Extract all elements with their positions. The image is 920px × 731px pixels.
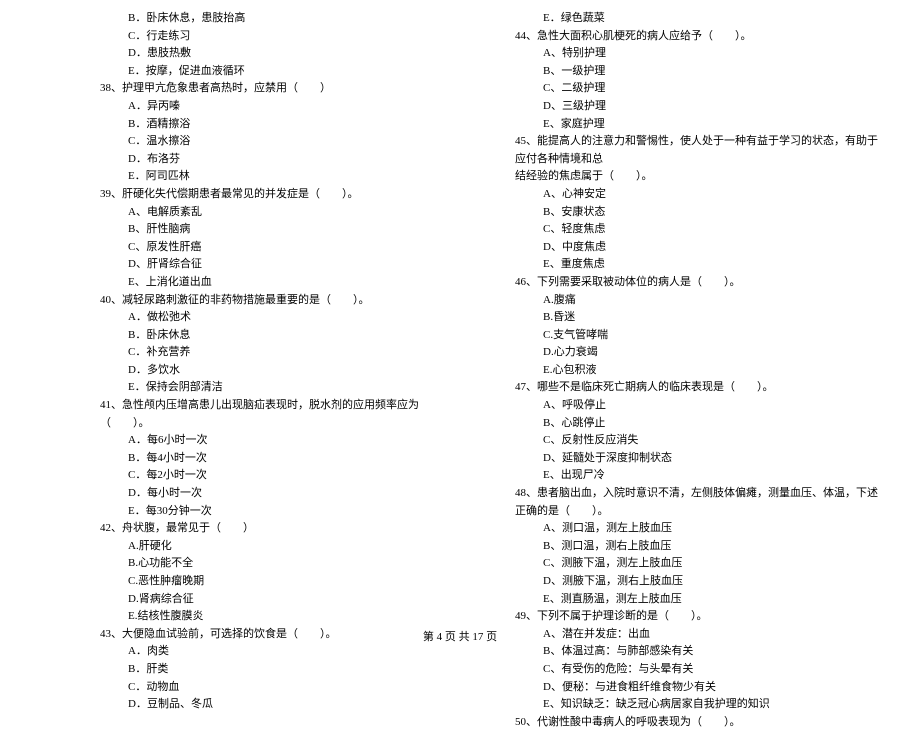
page-content: B．卧床休息，患肢抬高 C．行走练习 D．患肢热敷 E．按摩，促进血液循环 38…	[0, 0, 920, 620]
q46-text: 46、下列需要采取被动体位的病人是（ ）。	[515, 274, 880, 292]
q44-option-d: D、三级护理	[515, 98, 880, 116]
q39-option-e: E、上消化道出血	[100, 274, 465, 292]
q43-option-c: C．动物血	[100, 679, 465, 697]
q42-option-e: E.结核性腹膜炎	[100, 608, 465, 626]
q40-option-b: B．卧床休息	[100, 327, 465, 345]
q43-option-b: B．肝类	[100, 661, 465, 679]
q37-option-b: B．卧床休息，患肢抬高	[100, 10, 465, 28]
q44-option-e: E、家庭护理	[515, 116, 880, 134]
right-column: E．绿色蔬菜 44、急性大面积心肌梗死的病人应给予（ ）。 A、特别护理 B、一…	[505, 10, 880, 620]
q39-option-b: B、肝性脑病	[100, 221, 465, 239]
q38-option-b: B．酒精擦浴	[100, 116, 465, 134]
q46-option-e: E.心包积液	[515, 362, 880, 380]
q39-text: 39、肝硬化失代偿期患者最常见的并发症是（ ）。	[100, 186, 465, 204]
q40-option-c: C．补充营养	[100, 344, 465, 362]
q45-option-a: A、心神安定	[515, 186, 880, 204]
q44-option-a: A、特别护理	[515, 45, 880, 63]
q47-option-b: B、心跳停止	[515, 415, 880, 433]
q41-option-b: B．每4小时一次	[100, 450, 465, 468]
q45-continue: 结经验的焦虑属于（ ）。	[515, 168, 880, 186]
q50-text: 50、代谢性酸中毒病人的呼吸表现为（ ）。	[515, 714, 880, 731]
q48-option-a: A、测口温，测左上肢血压	[515, 520, 880, 538]
q49-option-c: C、有受伤的危险：与头晕有关	[515, 661, 880, 679]
q43-text: 43、大便隐血试验前，可选择的饮食是（ ）。	[100, 626, 465, 644]
q49-text: 49、下列不属于护理诊断的是（ ）。	[515, 608, 880, 626]
q49-option-a: A、潜在并发症：出血	[515, 626, 880, 644]
q45-option-c: C、轻度焦虑	[515, 221, 880, 239]
q41-text: 41、急性颅内压增高患儿出现脑疝表现时，脱水剂的应用频率应为（ ）。	[100, 397, 465, 432]
q40-option-d: D．多饮水	[100, 362, 465, 380]
q48-option-b: B、测口温，测右上肢血压	[515, 538, 880, 556]
q38-option-c: C．温水擦浴	[100, 133, 465, 151]
q42-option-a: A.肝硬化	[100, 538, 465, 556]
q48-option-e: E、测直肠温，测左上肢血压	[515, 591, 880, 609]
q38-option-a: A．异丙嗪	[100, 98, 465, 116]
q47-option-e: E、出现尸冷	[515, 467, 880, 485]
q48-option-d: D、测腋下温，测右上肢血压	[515, 573, 880, 591]
q45-option-b: B、安康状态	[515, 204, 880, 222]
q48-option-c: C、测腋下温，测左上肢血压	[515, 555, 880, 573]
q38-option-d: D．布洛芬	[100, 151, 465, 169]
q42-option-b: B.心功能不全	[100, 555, 465, 573]
q45-option-e: E、重度焦虑	[515, 256, 880, 274]
q39-option-c: C、原发性肝癌	[100, 239, 465, 257]
q42-option-d: D.肾病综合征	[100, 591, 465, 609]
q41-option-a: A．每6小时一次	[100, 432, 465, 450]
q47-option-d: D、延髓处于深度抑制状态	[515, 450, 880, 468]
q45-text: 45、能提高人的注意力和警惕性，使人处于一种有益于学习的状态，有助于应付各种情境…	[515, 133, 880, 168]
q47-text: 47、哪些不是临床死亡期病人的临床表现是（ ）。	[515, 379, 880, 397]
q49-option-b: B、体温过高：与肺部感染有关	[515, 643, 880, 661]
q40-option-a: A．做松弛术	[100, 309, 465, 327]
q37-option-e: E．按摩，促进血液循环	[100, 63, 465, 81]
q45-option-d: D、中度焦虑	[515, 239, 880, 257]
q37-option-c: C．行走练习	[100, 28, 465, 46]
q47-option-a: A、呼吸停止	[515, 397, 880, 415]
q43-option-a: A．肉类	[100, 643, 465, 661]
q46-option-a: A.腹痛	[515, 292, 880, 310]
q44-option-b: B、一级护理	[515, 63, 880, 81]
q46-option-d: D.心力衰竭	[515, 344, 880, 362]
q41-option-c: C．每2小时一次	[100, 467, 465, 485]
q49-option-e: E、知识缺乏：缺乏冠心病居家自我护理的知识	[515, 696, 880, 714]
q46-option-b: B.昏迷	[515, 309, 880, 327]
q44-text: 44、急性大面积心肌梗死的病人应给予（ ）。	[515, 28, 880, 46]
q42-text: 42、舟状腹，最常见于（ ）	[100, 520, 465, 538]
q41-option-e: E．每30分钟一次	[100, 503, 465, 521]
q40-option-e: E．保持会阴部清洁	[100, 379, 465, 397]
q40-text: 40、减轻尿路刺激征的非药物措施最重要的是（ ）。	[100, 292, 465, 310]
q46-option-c: C.支气管哮喘	[515, 327, 880, 345]
q48-text: 48、患者脑出血，入院时意识不清，左侧肢体偏瘫，测量血压、体温，下述正确的是（ …	[515, 485, 880, 520]
q43-option-d: D．豆制品、冬瓜	[100, 696, 465, 714]
q42-option-c: C.恶性肿瘤晚期	[100, 573, 465, 591]
q38-text: 38、护理甲亢危象患者高热时，应禁用（ ）	[100, 80, 465, 98]
q39-option-a: A、电解质紊乱	[100, 204, 465, 222]
q38-option-e: E．阿司匹林	[100, 168, 465, 186]
q37-option-d: D．患肢热敷	[100, 45, 465, 63]
q39-option-d: D、肝肾综合征	[100, 256, 465, 274]
q47-option-c: C、反射性反应消失	[515, 432, 880, 450]
q44-option-c: C、二级护理	[515, 80, 880, 98]
q43-option-e: E．绿色蔬菜	[515, 10, 880, 28]
q49-option-d: D、便秘：与进食粗纤维食物少有关	[515, 679, 880, 697]
q41-option-d: D．每小时一次	[100, 485, 465, 503]
left-column: B．卧床休息，患肢抬高 C．行走练习 D．患肢热敷 E．按摩，促进血液循环 38…	[100, 10, 505, 620]
